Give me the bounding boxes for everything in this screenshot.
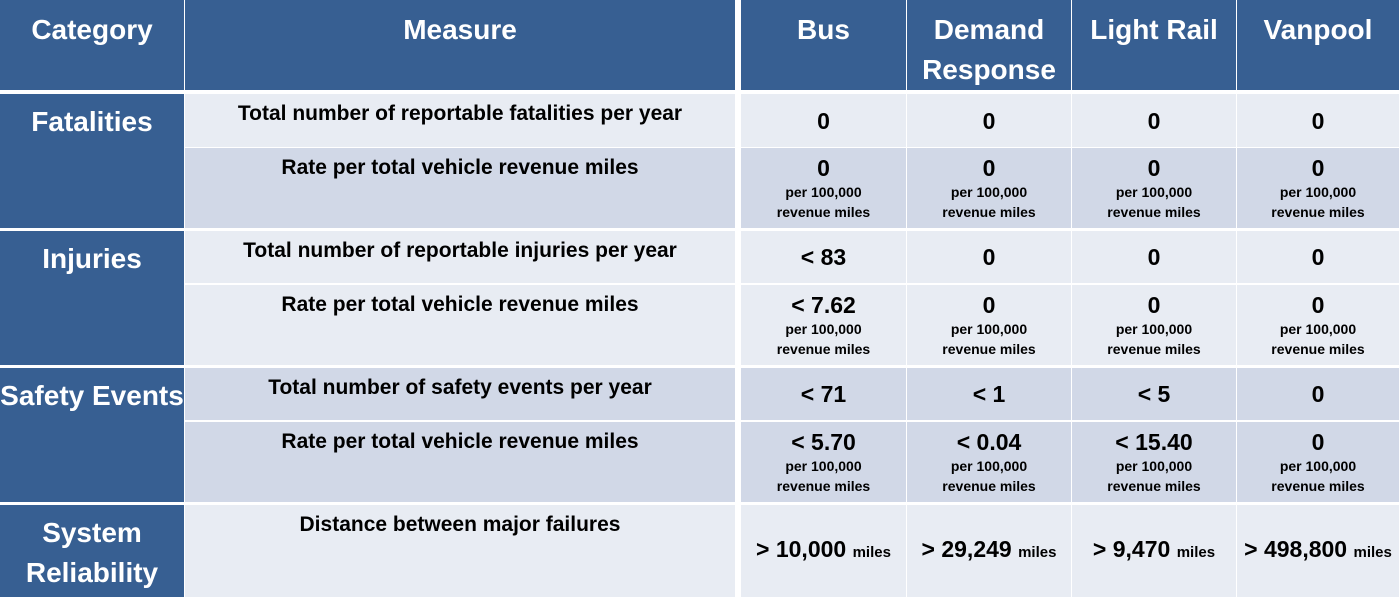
value-cell: < 71	[741, 368, 906, 420]
measure-cell: Total number of reportable injuries per …	[185, 231, 735, 283]
value: > 29,249	[921, 536, 1012, 562]
value: 0	[1311, 292, 1325, 318]
value-cell: < 5	[1072, 368, 1236, 420]
value: < 7.62	[791, 292, 856, 318]
value-cell: 0 per 100,000 revenue miles	[907, 148, 1071, 228]
value: < 0.04	[956, 429, 1022, 455]
value-cell: < 15.40 per 100,000 revenue miles	[1072, 422, 1236, 502]
value: 0	[982, 155, 996, 181]
value: 0	[982, 107, 996, 134]
unit: per 100,000 revenue miles	[1107, 321, 1201, 357]
value-cell: 0 per 100,000 revenue miles	[1072, 285, 1236, 365]
unit: per 100,000 revenue miles	[1271, 184, 1365, 220]
value-cell: > 498,800 miles	[1237, 505, 1399, 597]
value-cell: 0	[1072, 94, 1236, 147]
measure-cell: Distance between major failures	[185, 505, 735, 597]
category-cell: Fatalities	[0, 94, 184, 228]
value-cell: 0	[1237, 231, 1399, 283]
value: 0	[1311, 381, 1325, 407]
header-measure: Measure	[185, 0, 735, 90]
value: > 498,800	[1244, 536, 1348, 562]
unit: miles	[852, 544, 891, 561]
value: 0	[1147, 107, 1161, 134]
header-mode: Vanpool	[1237, 0, 1399, 90]
unit: per 100,000 revenue miles	[776, 321, 871, 357]
measure-cell: Rate per total vehicle revenue miles	[185, 148, 735, 228]
value-cell: > 9,470 miles	[1072, 505, 1236, 597]
unit: per 100,000 revenue miles	[776, 458, 871, 494]
unit: per 100,000 revenue miles	[1107, 458, 1201, 494]
value: < 5	[1137, 381, 1171, 407]
value-line: > 10,000 miles	[756, 535, 891, 567]
value-cell: 0 per 100,000 revenue miles	[741, 148, 906, 228]
value: 0	[817, 155, 830, 181]
value-line: > 9,470 miles	[1093, 535, 1215, 567]
unit: per 100,000 revenue miles	[942, 458, 1036, 494]
unit: per 100,000 revenue miles	[942, 321, 1036, 357]
value: 0	[817, 107, 830, 134]
category-cell: Safety Events	[0, 368, 184, 502]
value-cell: 0 per 100,000 revenue miles	[1237, 422, 1399, 502]
value: > 10,000	[756, 536, 847, 562]
value-cell: 0	[907, 231, 1071, 283]
value: 0	[1147, 292, 1161, 318]
value: < 83	[800, 244, 847, 270]
value-cell: 0	[1072, 231, 1236, 283]
value: 0	[1147, 244, 1161, 270]
unit: per 100,000 revenue miles	[1271, 321, 1365, 357]
measure-cell: Total number of reportable fatalities pe…	[185, 94, 735, 147]
value-cell: < 5.70 per 100,000 revenue miles	[741, 422, 906, 502]
unit: miles	[1176, 544, 1216, 561]
header-mode: Bus	[741, 0, 906, 90]
value-cell: 0	[1237, 368, 1399, 420]
value: < 71	[800, 381, 847, 407]
unit: miles	[1018, 544, 1057, 561]
value: > 9,470	[1092, 536, 1171, 562]
value-cell: < 83	[741, 231, 906, 283]
value: 0	[1147, 155, 1161, 181]
value-cell: < 0.04 per 100,000 revenue miles	[907, 422, 1071, 502]
unit: per 100,000 revenue miles	[942, 184, 1036, 220]
unit: miles	[1353, 544, 1392, 561]
value: < 1	[972, 381, 1006, 407]
header-mode: Light Rail	[1072, 0, 1236, 90]
value-cell: 0	[741, 94, 906, 147]
measure-cell: Rate per total vehicle revenue miles	[185, 285, 735, 365]
value: 0	[982, 292, 996, 318]
value-cell: 0 per 100,000 revenue miles	[1237, 285, 1399, 365]
value: 0	[982, 244, 996, 270]
value-line: > 29,249 miles	[922, 535, 1057, 567]
unit: per 100,000 revenue miles	[776, 184, 871, 220]
value-line: > 498,800 miles	[1244, 535, 1392, 567]
value-cell: 0 per 100,000 revenue miles	[1237, 148, 1399, 228]
value-cell: > 29,249 miles	[907, 505, 1071, 597]
value-cell: 0	[907, 94, 1071, 147]
value: 0	[1311, 429, 1325, 455]
value-cell: 0	[1237, 94, 1399, 147]
unit: per 100,000 revenue miles	[1107, 184, 1201, 220]
header-mode: Demand Response	[907, 0, 1071, 90]
value: < 5.70	[791, 429, 856, 455]
value: 0	[1311, 155, 1325, 181]
value: < 15.40	[1115, 429, 1193, 455]
value-cell: 0 per 100,000 revenue miles	[1072, 148, 1236, 228]
header-category: Category	[0, 0, 184, 90]
value-cell: > 10,000 miles	[741, 505, 906, 597]
measure-cell: Rate per total vehicle revenue miles	[185, 422, 735, 502]
value-cell: < 1	[907, 368, 1071, 420]
unit: per 100,000 revenue miles	[1271, 458, 1365, 494]
value: 0	[1311, 244, 1325, 270]
category-cell: Injuries	[0, 231, 184, 365]
value: 0	[1311, 107, 1325, 134]
value-cell: < 7.62 per 100,000 revenue miles	[741, 285, 906, 365]
category-cell: System Reliability	[0, 505, 184, 597]
measure-cell: Total number of safety events per year	[185, 368, 735, 420]
value-cell: 0 per 100,000 revenue miles	[907, 285, 1071, 365]
